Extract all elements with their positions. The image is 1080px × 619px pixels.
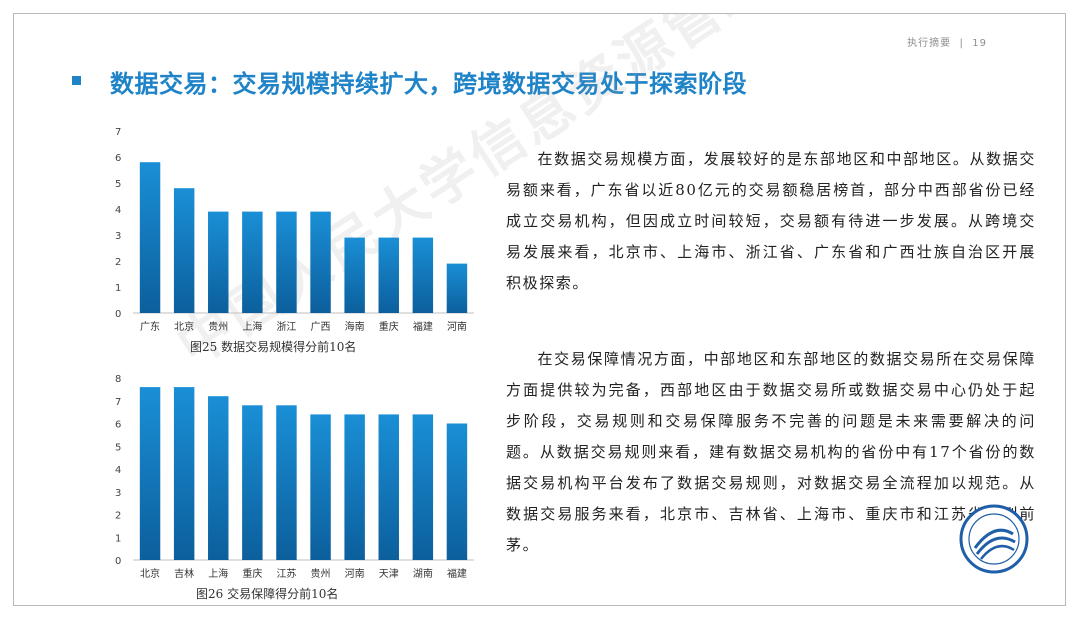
y-tick-label: 5 (115, 442, 121, 453)
y-tick-label: 7 (115, 127, 121, 138)
x-tick-label: 天津 (379, 568, 399, 580)
bar-贵州 (310, 414, 331, 560)
x-tick-label: 河南 (447, 320, 467, 333)
bar-河南 (446, 263, 468, 313)
chart-trade-scale-svg: 0 1 2 3 4 5 6 7 广东 北京 贵州 上海 浙江 广西 海南 重庆 福建 河南 (115, 127, 474, 333)
x-tick-label: 重庆 (242, 567, 262, 580)
y-tick-label: 2 (115, 257, 121, 268)
y-tick-label: 4 (115, 205, 121, 216)
page-title: 数据交易：交易规模持续扩大，跨境数据交易处于探索阶段 (110, 70, 747, 98)
bar-重庆 (378, 237, 399, 313)
x-tick-label: 上海 (208, 567, 228, 580)
bar-江苏 (276, 405, 297, 560)
bar-福建 (412, 237, 434, 313)
page-tag: 执行摘要 | 19 (907, 34, 987, 49)
x-tick-label: 上海 (242, 320, 262, 333)
x-tick-label: 广西 (311, 321, 331, 333)
bar-重庆 (242, 405, 263, 560)
bar-上海 (208, 396, 229, 560)
y-tick-label: 4 (115, 465, 121, 476)
y-tick-label: 8 (115, 374, 121, 385)
y-tick-label: 0 (115, 556, 121, 567)
x-tick-label: 吉林 (174, 567, 194, 580)
y-tick-label: 7 (115, 397, 121, 408)
y-tick-label: 3 (115, 231, 121, 242)
bar-广东 (139, 162, 161, 313)
bar-北京 (139, 387, 161, 560)
x-tick-label: 河南 (345, 567, 365, 580)
x-tick-label: 贵州 (208, 320, 228, 333)
chart-trade-guarantee-svg: 0 1 2 3 4 5 6 7 8 北京 吉林 上海 重庆 江苏 贵州 河南 天津 湖南 福建 (115, 374, 474, 580)
page-number: 19 (972, 38, 987, 49)
x-tick-label: 北京 (174, 320, 194, 333)
y-tick-label: 3 (115, 488, 121, 499)
bar-贵州 (208, 211, 229, 313)
bar-上海 (242, 211, 263, 313)
x-tick-label: 广东 (140, 320, 160, 333)
section-label: 执行摘要 (907, 38, 952, 49)
y-tick-label: 5 (115, 179, 121, 190)
bar-福建 (446, 423, 468, 560)
bar-湖南 (412, 414, 434, 560)
paragraph-trade-scale: 在数据交易规模方面，发展较好的是东部地区和中部地区。从数据交易额来看，广东省以近… (506, 150, 1036, 292)
x-tick-label: 福建 (447, 567, 467, 580)
slide: 执行摘要 | 19 数据交易：交易规模持续扩大，跨境数据交易处于探索阶段 中国人… (13, 13, 1066, 606)
chart-trade-scale-caption: 图25 数据交易规模得分前10名 (190, 340, 357, 354)
y-tick-label: 1 (115, 533, 121, 544)
y-tick-label: 6 (115, 153, 121, 164)
bar-吉林 (173, 387, 195, 560)
x-tick-label: 海南 (345, 320, 365, 333)
bar-浙江 (276, 211, 297, 313)
y-tick-label: 2 (115, 511, 121, 522)
title-bullet (72, 76, 81, 85)
bar-北京 (173, 188, 195, 313)
university-seal-icon (959, 504, 1029, 574)
x-tick-label: 福建 (413, 320, 433, 333)
chart-trade-guarantee: 0 1 2 3 4 5 6 7 8 北京 吉林 上海 重庆 江苏 贵州 河南 天津 湖南 福建 (109, 364, 484, 584)
y-tick-label: 1 (115, 283, 121, 294)
y-tick-label: 0 (115, 309, 121, 320)
bar-广西 (310, 211, 331, 313)
x-tick-label: 江苏 (276, 567, 296, 580)
bar-海南 (344, 237, 365, 313)
x-tick-label: 北京 (140, 567, 160, 580)
chart-trade-scale: 0 1 2 3 4 5 6 7 广东 北京 贵州 上海 浙江 广西 海南 重庆 福建 河南 (109, 117, 484, 337)
bar-河南 (344, 414, 365, 560)
page-separator: | (955, 38, 969, 49)
bar-天津 (378, 414, 399, 560)
paragraph-trade-guarantee: 在交易保障情况方面，中部地区和东部地区的数据交易所在交易保障方面提供较为完备，西… (506, 350, 1036, 554)
y-tick-label: 6 (115, 420, 121, 431)
chart-trade-guarantee-caption: 图26 交易保障得分前10名 (196, 587, 339, 601)
x-tick-label: 重庆 (379, 320, 399, 333)
x-tick-label: 湖南 (413, 567, 433, 580)
x-tick-label: 贵州 (311, 567, 331, 580)
x-tick-label: 浙江 (276, 321, 296, 333)
